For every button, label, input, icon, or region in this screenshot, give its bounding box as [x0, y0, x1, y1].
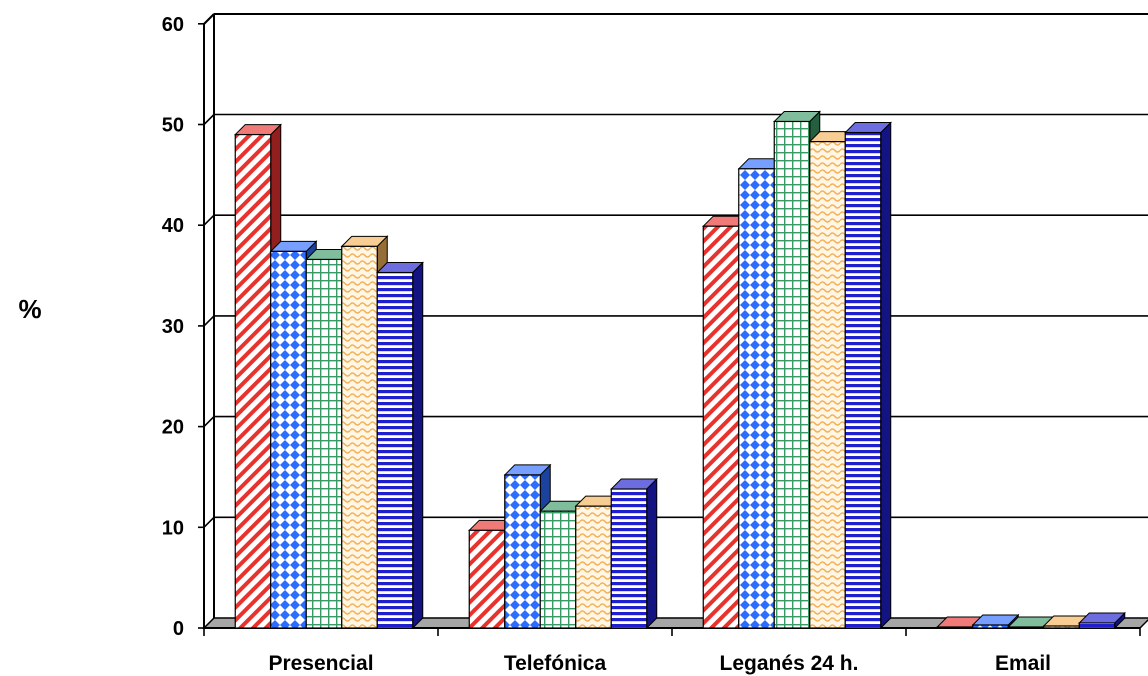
bar-series-group — [234, 110, 1126, 630]
y-tick-label: 0 — [173, 618, 184, 640]
bar — [504, 474, 541, 629]
gridline-side — [203, 516, 215, 528]
y-tick-label: 60 — [162, 14, 184, 36]
bar — [738, 168, 775, 629]
bar — [305, 258, 343, 629]
y-tick-label: 20 — [162, 417, 184, 439]
bar — [234, 133, 272, 629]
y-tick-label: 30 — [162, 316, 184, 338]
bar-side — [880, 121, 892, 630]
x-category-labels: Presencial Telefónica Leganés 24 h. Email — [268, 652, 1051, 675]
gridline-side — [203, 113, 215, 126]
bar — [972, 624, 1009, 629]
bar — [575, 505, 612, 629]
y-axis-title: % — [18, 294, 41, 324]
bar — [341, 245, 378, 629]
bar — [809, 141, 846, 629]
x-category-label: Leganés 24 h. — [720, 652, 859, 675]
gridline-side — [203, 315, 215, 327]
bar — [376, 271, 414, 629]
y-tick-label: 50 — [162, 115, 184, 137]
x-category-label: Presencial — [268, 652, 373, 675]
x-axis — [203, 627, 1141, 636]
y-tick-labels: 0 10 20 30 40 50 60 — [162, 14, 204, 640]
bar — [270, 250, 307, 629]
x-category-label: Telefónica — [504, 652, 607, 675]
bar — [844, 131, 882, 629]
bar-side — [412, 261, 424, 630]
y-tick-label: 10 — [162, 517, 184, 539]
bar — [468, 529, 506, 629]
bar — [1007, 626, 1045, 629]
bar — [610, 488, 648, 629]
y-tick-label: 40 — [162, 215, 184, 237]
bar — [773, 120, 811, 629]
bar — [702, 225, 740, 629]
gridline-side — [203, 416, 215, 428]
bar — [1078, 622, 1116, 629]
gridline-side — [203, 13, 215, 25]
bar — [539, 510, 577, 629]
gridline-side — [203, 214, 215, 226]
bar-side — [646, 477, 658, 630]
bar — [936, 626, 974, 629]
x-category-label: Email — [995, 652, 1051, 675]
bar — [1043, 625, 1080, 629]
